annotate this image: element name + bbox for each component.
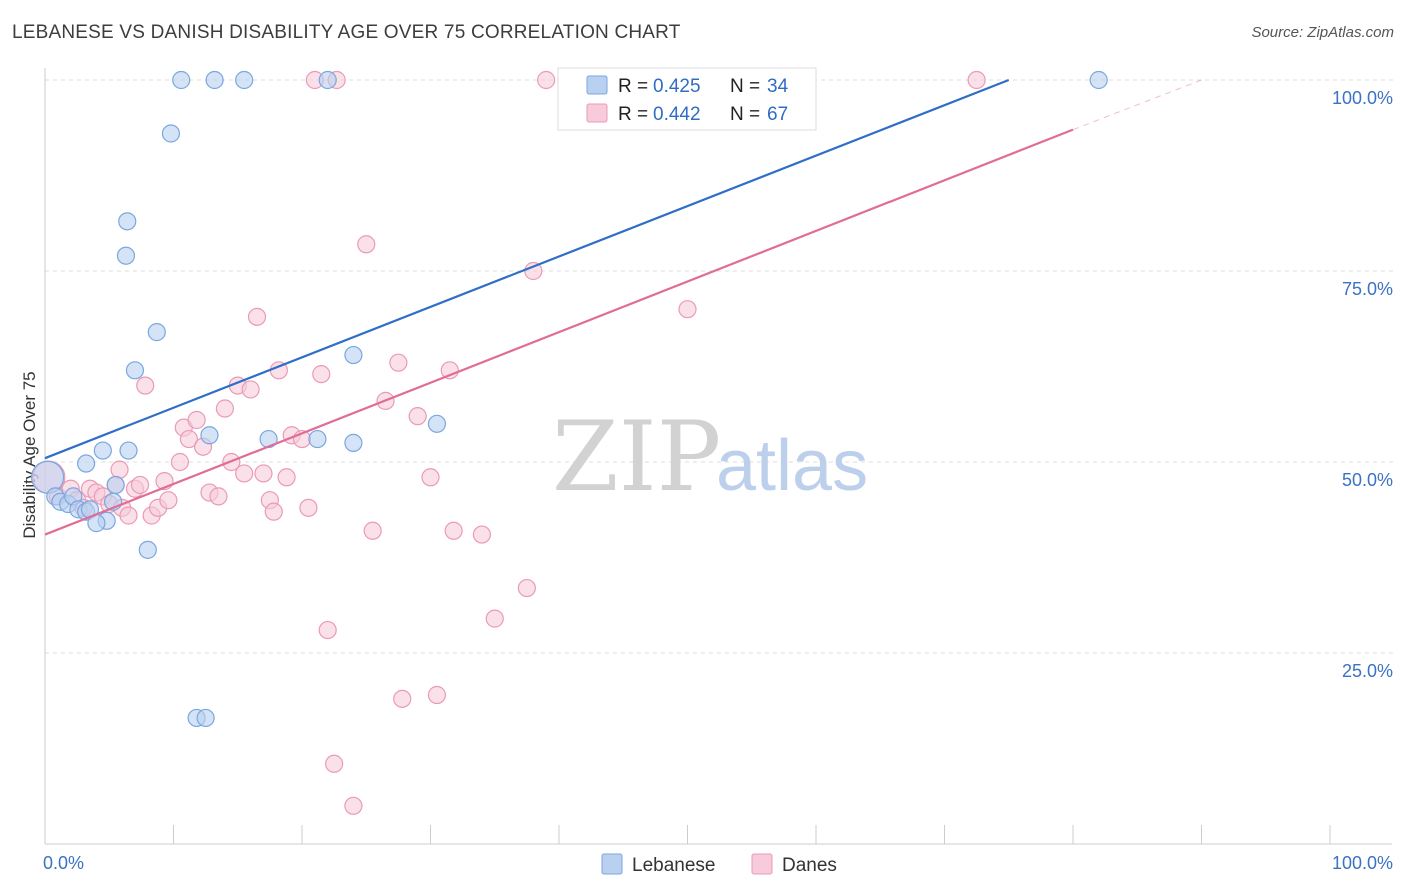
source-label: Source: ZipAtlas.com <box>1251 24 1394 41</box>
data-point <box>254 464 273 483</box>
stats-n-danes: 67 <box>767 104 788 125</box>
data-point <box>318 70 337 90</box>
data-point <box>170 452 190 472</box>
trend-lines <box>44 78 1202 536</box>
legend: Lebanese Danes <box>601 853 837 876</box>
data-point <box>444 521 463 540</box>
data-point <box>389 353 408 372</box>
trend-line-lebanese <box>44 78 1010 460</box>
data-point <box>485 609 504 628</box>
data-point <box>235 464 254 483</box>
stats-r-lebanese: 0.425 <box>653 76 701 97</box>
watermark-atlas: atlas <box>716 426 868 506</box>
data-point <box>357 235 376 254</box>
data-point <box>172 70 191 90</box>
data-point <box>118 212 137 231</box>
stats-r-label-danes: R = <box>618 104 648 125</box>
data-point <box>299 498 318 517</box>
legend-label-danes: Danes <box>782 855 837 876</box>
x-tick-label: 100.0% <box>1332 853 1393 873</box>
data-point <box>215 399 234 418</box>
watermark-zip: ZIP <box>552 401 721 513</box>
data-point <box>130 475 150 495</box>
y-tick-label: 75.0% <box>1342 279 1393 299</box>
data-point <box>312 365 331 384</box>
data-point <box>209 487 228 506</box>
data-point <box>159 491 178 510</box>
data-points <box>30 70 1108 815</box>
data-point <box>363 521 382 540</box>
data-point <box>325 754 344 773</box>
data-point <box>264 502 283 521</box>
chart-title: LEBANESE VS DANISH DISABILITY AGE OVER 7… <box>12 22 681 43</box>
data-point <box>247 307 267 326</box>
data-point <box>138 540 157 559</box>
data-point <box>161 124 181 143</box>
data-point <box>110 460 129 479</box>
stats-n-lebanese: 34 <box>767 76 789 97</box>
y-tick-labels: 25.0% 50.0% 75.0% 100.0% <box>1332 88 1393 681</box>
data-point <box>93 441 112 460</box>
stats-swatch-danes <box>586 103 608 123</box>
x-tick-labels: 0.0% 100.0% <box>43 853 1393 873</box>
data-point <box>277 468 296 487</box>
data-point <box>421 468 440 487</box>
data-point <box>241 380 260 399</box>
data-point <box>116 246 136 265</box>
watermark: ZIP atlas <box>552 401 868 513</box>
data-point <box>472 525 491 544</box>
data-point <box>125 361 145 380</box>
data-point <box>106 475 125 495</box>
axes <box>44 68 1392 845</box>
legend-label-lebanese: Lebanese <box>632 855 715 876</box>
data-point <box>136 376 155 395</box>
stats-r-label-lebanese: R = <box>618 76 648 97</box>
data-point <box>308 429 327 449</box>
data-point <box>427 685 447 705</box>
trend-line-danes <box>44 128 1074 536</box>
y-tick-label: 50.0% <box>1342 470 1393 490</box>
data-point <box>393 689 412 708</box>
data-point <box>147 323 166 342</box>
data-point <box>1089 70 1108 90</box>
data-point <box>119 506 138 525</box>
data-point <box>344 796 363 815</box>
data-point <box>517 578 536 598</box>
y-axis-label: Disability Age Over 75 <box>20 371 39 538</box>
data-point <box>537 70 556 90</box>
stats-box: R = 0.425 N = 34 R = 0.442 N = 67 <box>557 67 817 131</box>
data-point <box>77 454 96 473</box>
y-tick-label: 100.0% <box>1332 88 1393 108</box>
data-point <box>427 414 447 433</box>
stats-n-label-danes: N = <box>730 104 760 125</box>
trend-extension-danes <box>1072 79 1202 131</box>
data-point <box>179 429 199 449</box>
data-point <box>205 70 224 90</box>
y-tick-label: 25.0% <box>1342 661 1393 681</box>
data-point <box>318 620 337 640</box>
series-lebanese <box>30 70 1108 728</box>
x-tick-label: 0.0% <box>43 853 84 873</box>
data-point <box>344 345 363 365</box>
data-point <box>967 70 986 90</box>
data-point <box>187 410 206 430</box>
data-point <box>344 433 363 452</box>
data-point <box>408 407 427 426</box>
stats-n-label-lebanese: N = <box>730 76 760 97</box>
data-point <box>196 708 215 728</box>
data-point <box>235 70 254 90</box>
stats-swatch-lebanese <box>586 75 608 95</box>
data-point <box>119 441 138 460</box>
stats-r-danes: 0.442 <box>653 104 701 125</box>
gridlines <box>45 79 1395 654</box>
legend-swatch-danes <box>751 853 773 875</box>
legend-swatch-lebanese <box>601 853 623 875</box>
data-point <box>200 426 219 445</box>
data-point <box>678 300 697 319</box>
